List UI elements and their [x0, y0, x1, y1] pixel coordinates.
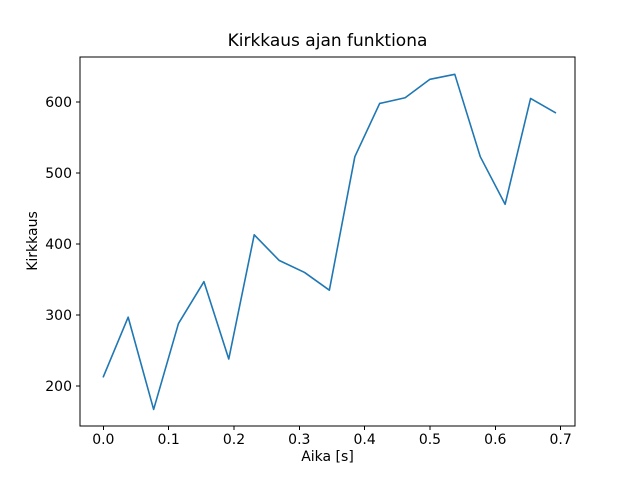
y-axis-ticks: 200 300 400 500 600: [45, 95, 80, 395]
x-tick-label: 0.3: [288, 432, 310, 448]
x-tick-label: 0.0: [92, 432, 114, 448]
plot-area-frame: [79, 56, 576, 427]
x-tick-label: 0.4: [354, 432, 376, 448]
x-tick-label: 0.1: [158, 432, 180, 448]
x-axis-ticks: 0.0 0.1 0.2 0.3 0.4 0.5 0.6 0.7: [92, 426, 572, 448]
x-tick-label: 0.6: [484, 432, 506, 448]
x-axis-label: Aika [s]: [301, 449, 354, 465]
y-tick-label: 300: [45, 308, 72, 324]
x-tick-label: 0.7: [549, 432, 571, 448]
x-tick-label: 0.5: [419, 432, 441, 448]
chart-title: Kirkkaus ajan funktiona: [227, 31, 428, 51]
brightness-line: [102, 73, 557, 411]
y-tick-label: 600: [45, 95, 72, 111]
y-axis-label: Kirkkaus: [25, 211, 41, 271]
y-tick-label: 400: [45, 237, 72, 253]
y-tick-label: 200: [45, 379, 72, 395]
y-tick-label: 500: [45, 166, 72, 182]
x-tick-label: 0.2: [223, 432, 245, 448]
data-series: [102, 73, 557, 411]
